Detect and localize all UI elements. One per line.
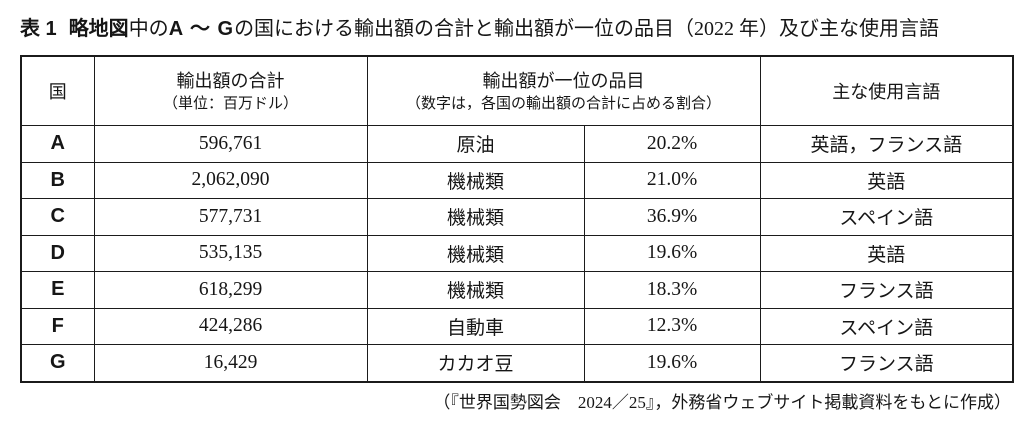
cell-top-item: 自動車 [366,307,585,345]
cell-share: 20.2% [583,125,761,163]
table-title-keyword: 略地図 [68,18,129,40]
cell-country: C [20,198,95,236]
table-title-mid: 中の [128,18,169,40]
header-top-item-main: 輸出額が一位の品目 [482,71,645,91]
cell-languages: フランス語 [759,271,1014,309]
table-body: A 596,761 原油 20.2% 英語，フランス語 B 2,062,090 機械類 21.0… [20,125,1014,382]
cell-share: 19.6% [583,234,761,272]
header-row: 国 輸出額の合計 （単位：百万ドル） 輸出額が一位の品目 （数字は，各国の輸出額… [20,55,1014,126]
cell-export-total: 424,286 [93,307,368,345]
cell-languages: スペイン語 [759,198,1014,236]
cell-top-item: 機械類 [366,234,585,272]
table-row: E 618,299 機械類 18.3% フランス語 [20,271,1014,309]
cell-share: 18.3% [583,271,761,309]
cell-country: B [20,161,95,199]
cell-top-item: カカオ豆 [366,344,585,382]
table-row: C 577,731 機械類 36.9% スペイン語 [20,198,1014,236]
cell-export-total: 2,062,090 [93,161,368,199]
cell-export-total: 596,761 [93,125,368,163]
table-title: 表 1 略地図中のA ～ Gの国における輸出額の合計と輸出額が一位の品目（2022… [20,16,939,42]
cell-top-item: 原油 [366,125,585,163]
cell-country: E [20,271,95,309]
cell-languages: フランス語 [759,344,1014,382]
header-country: 国 [20,55,95,126]
table-title-rest: の国における輸出額の合計と輸出額が一位の品目（2022 年）及び主な使用言語 [234,18,940,40]
cell-languages: 英語 [759,234,1014,272]
header-languages: 主な使用言語 [759,55,1014,126]
cell-country: F [20,307,95,345]
table-title-range: A ～ G [168,18,235,40]
export-data-table: 国 輸出額の合計 （単位：百万ドル） 輸出額が一位の品目 （数字は，各国の輸出額… [20,55,1015,383]
cell-export-total: 16,429 [93,344,368,382]
source-note: （『世界国勢図会 2024／25』，外務省ウェブサイト掲載資料をもとに作成） [433,393,1011,412]
cell-share: 21.0% [583,161,761,199]
table-row: F 424,286 自動車 12.3% スペイン語 [20,307,1014,345]
table-row: B 2,062,090 機械類 21.0% 英語 [20,161,1014,199]
cell-languages: 英語 [759,161,1014,199]
cell-export-total: 577,731 [93,198,368,236]
table-row: D 535,135 機械類 19.6% 英語 [20,234,1014,272]
cell-languages: 英語，フランス語 [759,125,1014,163]
cell-top-item: 機械類 [366,271,585,309]
cell-country: D [20,234,95,272]
cell-country: A [20,125,95,163]
cell-top-item: 機械類 [366,198,585,236]
cell-share: 36.9% [583,198,761,236]
cell-share: 19.6% [583,344,761,382]
table-row: A 596,761 原油 20.2% 英語，フランス語 [20,125,1014,163]
cell-country: G [20,344,95,382]
header-top-item-note: （数字は，各国の輸出額の合計に占める割合） [406,96,722,112]
header-export-total: 輸出額の合計 （単位：百万ドル） [93,55,368,126]
cell-share: 12.3% [583,307,761,345]
cell-export-total: 618,299 [93,271,368,309]
header-top-item: 輸出額が一位の品目 （数字は，各国の輸出額の合計に占める割合） [366,55,761,126]
cell-languages: スペイン語 [759,307,1014,345]
table-title-label: 表 1 [20,18,57,40]
table-row: G 16,429 カカオ豆 19.6% フランス語 [20,344,1014,382]
header-export-total-main: 輸出額の合計 [176,71,285,91]
header-export-total-unit: （単位：百万ドル） [162,96,298,112]
cell-top-item: 機械類 [366,161,585,199]
cell-export-total: 535,135 [93,234,368,272]
